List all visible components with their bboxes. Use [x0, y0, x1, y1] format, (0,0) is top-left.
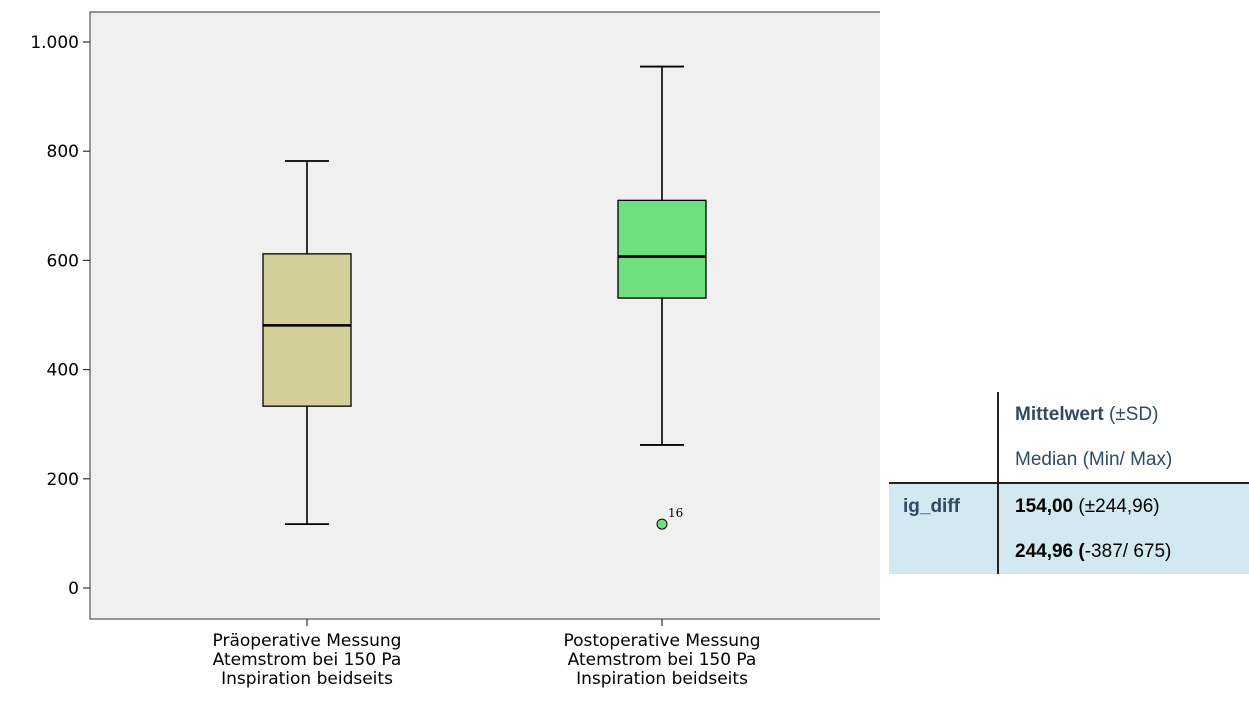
row-median-value: 244,96 ( [1015, 540, 1085, 562]
plot-area [89, 11, 880, 620]
row-mean-cell: 154,00 (±244,96) [997, 482, 1249, 529]
row-sd-value: (±244,96) [1073, 495, 1160, 517]
row-name-cell: ig_diff [889, 482, 998, 529]
row-name: ig_diff [903, 495, 960, 517]
row-mean-value: 154,00 [1015, 495, 1074, 517]
x-category-label: Atemstrom bei 150 Pa [568, 650, 757, 670]
outlier-label: 16 [668, 506, 683, 520]
iqr-box [262, 253, 352, 407]
table-corner-cell-2 [889, 437, 998, 483]
y-tick-label: 400 [47, 361, 79, 381]
table-row: 244,96 (-387/ 675) [889, 529, 1249, 574]
table-header-cell-1: Mittelwert (±SD) [997, 392, 1249, 437]
y-tick-label: 1.000 [30, 33, 79, 53]
table-header-cell-2: Median (Min/ Max) [997, 437, 1249, 483]
y-tick-label: 200 [47, 470, 79, 490]
outlier-point [656, 518, 668, 530]
header-median-label: Median (Min/ Max) [1015, 448, 1173, 470]
header-sd-label: (±SD) [1103, 403, 1159, 425]
row-minmax-value: -387/ 675) [1084, 540, 1172, 562]
iqr-box [617, 199, 707, 299]
row-median-cell: 244,96 (-387/ 675) [997, 529, 1249, 574]
header-mean-label: Mittelwert [1015, 403, 1104, 425]
table-corner-cell [889, 392, 998, 437]
table-row: ig_diff 154,00 (±244,96) [889, 482, 1249, 529]
y-tick-label: 0 [68, 579, 79, 599]
x-category-label: Präoperative Messung [213, 631, 402, 651]
y-tick-label: 600 [47, 251, 79, 271]
x-category-label: Inspiration beidseits [221, 669, 393, 689]
boxes-group: 16 [262, 65, 707, 530]
y-tick-label: 800 [47, 142, 79, 162]
row-name-cell-2 [889, 529, 998, 574]
x-category-label: Postoperative Messung [563, 631, 760, 651]
table-header-row-2: Median (Min/ Max) [889, 437, 1249, 483]
table-header-row-1: Mittelwert (±SD) [889, 392, 1249, 437]
y-axis: 0 200 400 600 800 1.000 [30, 33, 90, 599]
stats-table: Mittelwert (±SD) Median (Min/ Max) ig_di… [889, 392, 1249, 574]
x-category-label: Inspiration beidseits [576, 669, 748, 689]
x-category-label: Atemstrom bei 150 Pa [213, 650, 402, 670]
